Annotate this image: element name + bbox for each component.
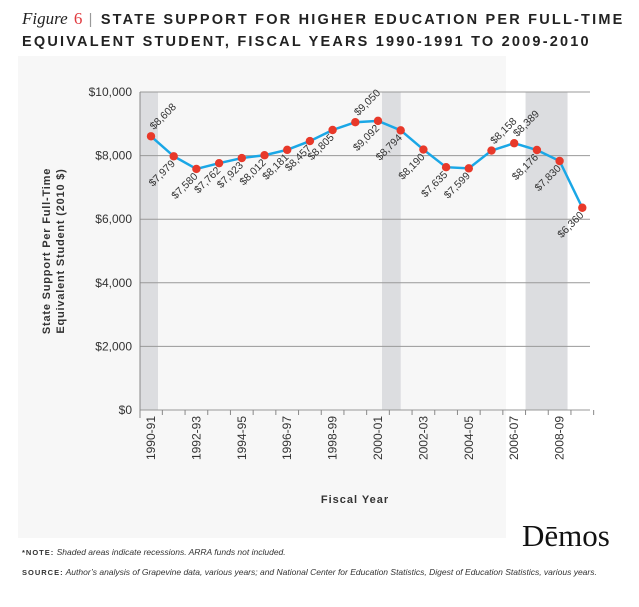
data-point: [283, 145, 292, 155]
data-point: [373, 116, 383, 126]
y-tick-label: $2,000: [95, 339, 132, 353]
figure-title-text: STATE SUPPORT FOR HIGHER EDUCATION PER F…: [22, 12, 625, 50]
recession-band: [382, 92, 401, 410]
y-tick-label: $10,000: [89, 85, 133, 99]
data-point: [555, 156, 564, 166]
data-point: [510, 139, 519, 148]
x-tick-label: 1994-95: [235, 416, 249, 460]
data-point: [146, 132, 156, 141]
y-axis-title-line1: State Support Per Full-Time: [41, 168, 53, 334]
data-point: [487, 146, 496, 155]
x-tick-label: 2002-03: [416, 416, 430, 460]
y-tick-label: $0: [119, 403, 133, 417]
figure-number: 6: [73, 9, 83, 28]
note: *NOTE: Shaded areas indicate recessions.…: [22, 547, 286, 557]
data-point: [532, 145, 542, 155]
y-tick-label: $6,000: [95, 212, 132, 226]
data-point: [192, 164, 201, 174]
x-tick-label: 2008-09: [553, 416, 567, 460]
data-point: [237, 153, 246, 163]
data-point: [441, 163, 451, 172]
x-tick-label: 1992-93: [189, 416, 203, 460]
data-point: [464, 164, 473, 173]
x-tick-label: 2006-07: [507, 416, 521, 460]
recession-band: [140, 92, 158, 410]
x-tick-label: 2000-01: [371, 416, 385, 460]
figure-prefix: Figure: [22, 9, 68, 28]
x-axis-title: Fiscal Year: [321, 494, 389, 506]
data-point: [396, 126, 405, 135]
data-point: [260, 151, 269, 160]
data-point: [328, 125, 337, 135]
x-tick-label: 1998-99: [326, 416, 340, 460]
y-tick-label: $4,000: [95, 276, 132, 290]
figure-title: Figure 6 | STATE SUPPORT FOR HIGHER EDUC…: [22, 9, 625, 50]
data-point: [169, 152, 178, 161]
data-point: [578, 203, 587, 212]
data-point: [305, 136, 315, 146]
data-label: $9,092: [351, 122, 382, 153]
chart-panel: [18, 56, 506, 538]
y-tick-label: $8,000: [95, 149, 132, 163]
data-point: [419, 145, 428, 154]
x-tick-label: 1990-91: [144, 416, 158, 460]
x-tick-label: 2004-05: [462, 416, 476, 460]
x-tick-label: 1996-97: [280, 416, 294, 460]
data-point: [214, 158, 224, 168]
y-axis-title-line2: Equivalent Student (2010 $): [55, 168, 67, 333]
demos-logo: Dēmos: [522, 518, 610, 553]
source: SOURCE: Author’s analysis of Grapevine d…: [22, 567, 597, 577]
data-point: [351, 118, 360, 127]
recession-band: [525, 92, 568, 410]
